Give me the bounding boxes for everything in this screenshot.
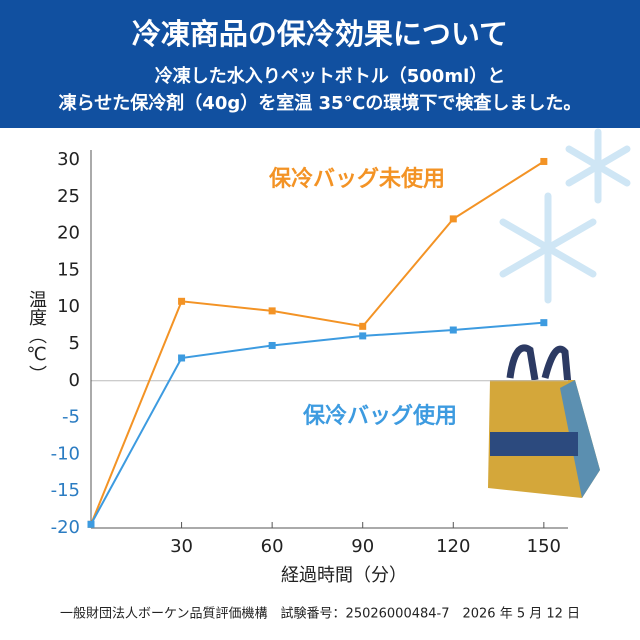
y-tick-label: -10 xyxy=(51,443,80,464)
subtitle: 凍らせた保冷剤（40g）を室温 35℃の環境下で検査しました。 xyxy=(59,92,582,114)
title: 冷凍商品の保冷効果について xyxy=(132,17,508,51)
x-tick-label: 150 xyxy=(527,536,561,557)
y-tick-label: 5 xyxy=(69,333,80,354)
point-marker xyxy=(87,520,95,528)
y-tick-label: 0 xyxy=(69,370,80,391)
subtitle: 冷凍した水入りペットボトル（500ml）と xyxy=(155,65,506,87)
y-tick-label: 30 xyxy=(57,149,80,170)
x-tick-label: 30 xyxy=(170,536,193,557)
point-marker xyxy=(449,326,457,334)
snowflake xyxy=(499,128,631,304)
footer: 一般財団法人ボーケン品質評価機構 試験番号：25026000484-7 2026… xyxy=(60,606,580,622)
y-tick-label: -15 xyxy=(51,480,80,501)
point-marker xyxy=(359,322,367,330)
series-label: 保冷バッグ未使用 xyxy=(268,166,445,192)
point-marker xyxy=(178,354,186,362)
series-line xyxy=(90,321,544,525)
y-tick-label: 25 xyxy=(57,186,80,207)
header-band xyxy=(0,0,640,128)
point-marker xyxy=(268,307,276,315)
point-marker xyxy=(178,297,186,305)
x-axis-label: 経過時間（分） xyxy=(281,565,407,586)
point-marker xyxy=(540,157,548,165)
point-marker xyxy=(359,332,367,340)
x-tick-label: 120 xyxy=(436,536,470,557)
series-line xyxy=(90,160,545,525)
x-tick-label: 90 xyxy=(351,536,374,557)
y-tick-label: -20 xyxy=(51,517,80,538)
bag-illustration xyxy=(488,344,600,498)
series-label: 保冷バッグ使用 xyxy=(302,403,457,429)
x-tick-label: 60 xyxy=(261,536,284,557)
y-axis-label: 温度（℃） xyxy=(26,290,47,383)
y-tick-label: 15 xyxy=(57,259,80,280)
y-tick-label: 20 xyxy=(57,223,80,244)
y-tick-label: -5 xyxy=(62,407,80,428)
y-tick-label: 10 xyxy=(57,296,80,317)
point-marker xyxy=(449,215,457,223)
point-marker xyxy=(268,341,276,349)
point-marker xyxy=(540,319,548,327)
